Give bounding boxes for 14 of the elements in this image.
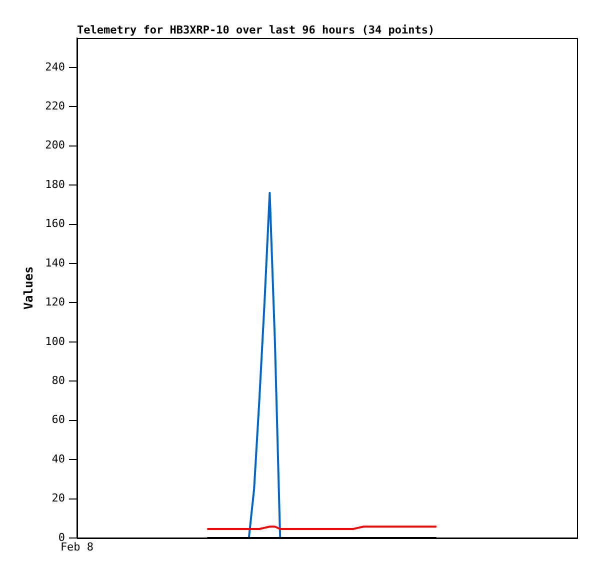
y-tick-label: 40 (52, 452, 65, 466)
y-tick-label: 160 (45, 217, 65, 230)
y-axis-title: Values (21, 266, 36, 310)
y-tick-label: 180 (45, 178, 65, 191)
y-tick-label: 80 (52, 374, 65, 387)
y-tick-label: 120 (45, 296, 65, 309)
y-tick-label: 140 (45, 256, 65, 270)
y-tick-label: 200 (45, 138, 65, 152)
y-tick-label: 240 (45, 60, 65, 74)
chart-title: Telemetry for HB3XRP-10 over last 96 hours (34 points) (77, 23, 435, 36)
y-tick-label: 20 (52, 492, 65, 505)
y-tick-label: 220 (45, 99, 65, 112)
y-tick-label: 60 (52, 413, 65, 426)
y-tick-label: 100 (45, 334, 65, 348)
